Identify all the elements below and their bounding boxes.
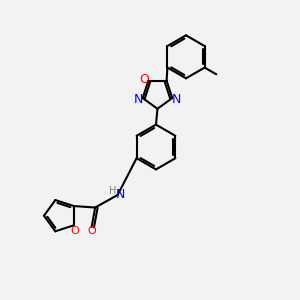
Text: H: H [109, 186, 116, 197]
Text: O: O [71, 226, 80, 236]
Text: N: N [134, 93, 143, 106]
Text: N: N [172, 93, 182, 106]
Text: O: O [140, 73, 149, 86]
Text: O: O [88, 226, 97, 236]
Text: N: N [115, 188, 125, 201]
